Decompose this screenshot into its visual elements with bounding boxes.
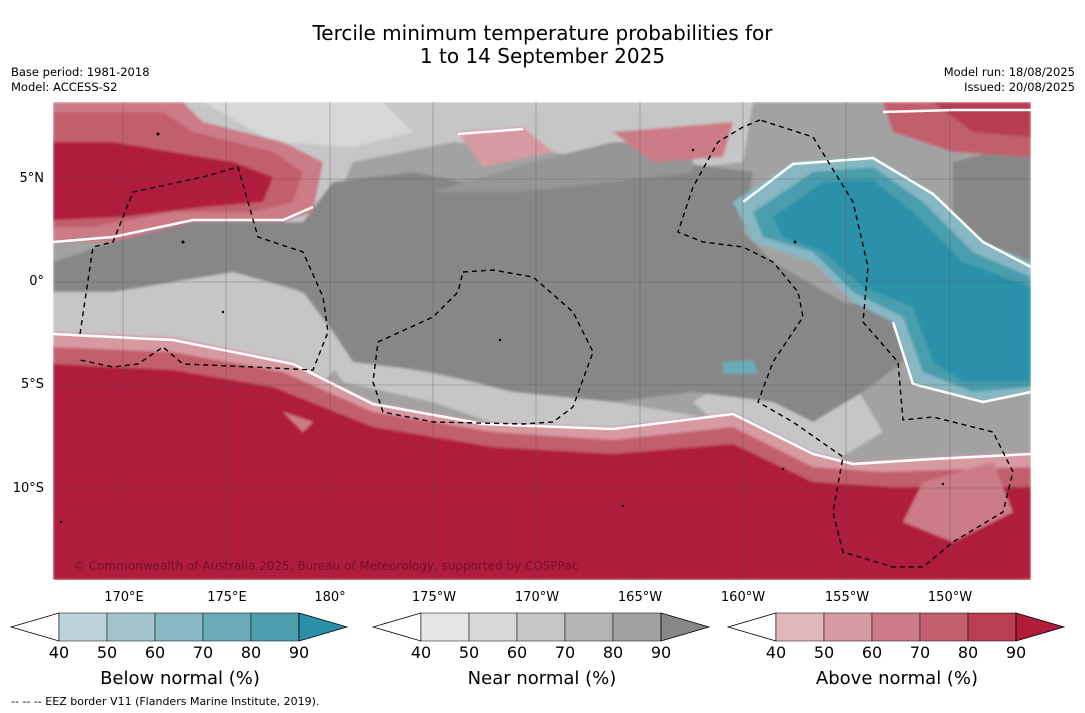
islands — [59, 132, 945, 524]
cb-below-tick: 40 — [48, 643, 70, 662]
colorbar-segment — [250, 612, 300, 642]
eez-footnote: -- -- -- EEZ border V11 (Flanders Marine… — [11, 695, 320, 708]
map-fill — [53, 102, 1031, 580]
colorbar-segment — [420, 612, 470, 642]
colorbar-near-title: Near normal (%) — [467, 668, 617, 689]
colorbar-segment — [967, 612, 1017, 642]
base-period: Base period: 1981-2018 — [11, 65, 150, 79]
cb-below-tick: 70 — [192, 643, 214, 662]
cb-near-tick: 70 — [554, 643, 576, 662]
cb-below-tick: 80 — [240, 643, 262, 662]
colorbar-segment — [612, 612, 662, 642]
map-title: Tercile minimum temperature probabilitie… — [0, 22, 1085, 68]
gridlines — [53, 102, 1031, 580]
colorbar-segment — [154, 612, 204, 642]
contour-lines — [53, 108, 1031, 466]
colorbar-extend-min — [10, 612, 60, 642]
colorbar-above-normal — [727, 612, 1066, 642]
lon-label-175e: 175°E — [207, 590, 247, 605]
colorbar-segment — [919, 612, 969, 642]
title-line-2: 1 to 14 September 2025 — [419, 44, 666, 68]
lon-label-180: 180° — [314, 590, 346, 605]
cb-above-tick: 80 — [957, 643, 979, 662]
eez-borders — [79, 119, 1014, 568]
run-info: Model run: 18/08/2025 Issued: 20/08/2025 — [944, 65, 1075, 95]
issued-date: Issued: 20/08/2025 — [964, 80, 1075, 94]
lon-label-170w: 170°W — [514, 590, 560, 605]
probability-map: © Commonwealth of Australia 2025, Bureau… — [53, 102, 1031, 580]
lon-label-155w: 155°W — [824, 590, 870, 605]
lat-label-10s: 10°S — [12, 481, 44, 496]
lon-label-175w: 175°W — [411, 590, 457, 605]
colorbar-extend-max — [298, 612, 349, 642]
colorbar-segment — [871, 612, 921, 642]
colorbar-segment — [58, 612, 108, 642]
cb-below-tick: 60 — [144, 643, 166, 662]
title-line-1: Tercile minimum temperature probabilitie… — [312, 21, 773, 45]
colorbar-segment — [564, 612, 614, 642]
colorbar-below-title: Below normal (%) — [100, 668, 260, 689]
lat-label-0: 0° — [29, 274, 44, 289]
colorbar-extend-min — [727, 612, 777, 642]
cb-above-tick: 70 — [909, 643, 931, 662]
cb-above-tick: 90 — [1005, 643, 1027, 662]
cb-near-tick: 90 — [650, 643, 672, 662]
colorbar-segment — [516, 612, 566, 642]
lon-label-170e: 170°E — [104, 590, 144, 605]
colorbar-below-normal — [10, 612, 349, 642]
lon-label-160w: 160°W — [720, 590, 766, 605]
cb-above-tick: 60 — [861, 643, 883, 662]
colorbar-near-normal — [372, 612, 711, 642]
colorbar-extend-max — [660, 612, 711, 642]
copyright-text: © Commonwealth of Australia 2025, Bureau… — [73, 559, 578, 573]
model-name: Model: ACCESS-S2 — [11, 80, 118, 94]
cb-above-tick: 50 — [813, 643, 835, 662]
colorbar-segment — [775, 612, 825, 642]
lon-label-165w: 165°W — [617, 590, 663, 605]
cb-above-tick: 40 — [765, 643, 787, 662]
model-run: Model run: 18/08/2025 — [943, 65, 1075, 79]
cb-near-tick: 80 — [602, 643, 624, 662]
lon-label-150w: 150°W — [927, 590, 973, 605]
colorbar-segment — [202, 612, 252, 642]
colorbar-extend-max — [1015, 612, 1066, 642]
cb-below-tick: 50 — [96, 643, 118, 662]
colorbar-segment — [468, 612, 518, 642]
model-info: Base period: 1981-2018 Model: ACCESS-S2 — [11, 65, 150, 95]
colorbar-segment — [106, 612, 156, 642]
lat-label-5n: 5°N — [19, 171, 45, 186]
cb-below-tick: 90 — [288, 643, 310, 662]
colorbar-above-title: Above normal (%) — [815, 668, 979, 689]
colorbar-extend-min — [372, 612, 422, 642]
cb-near-tick: 60 — [506, 643, 528, 662]
cb-near-tick: 40 — [410, 643, 432, 662]
lat-label-5s: 5°S — [20, 377, 44, 392]
colorbar-segment — [823, 612, 873, 642]
cb-near-tick: 50 — [458, 643, 480, 662]
